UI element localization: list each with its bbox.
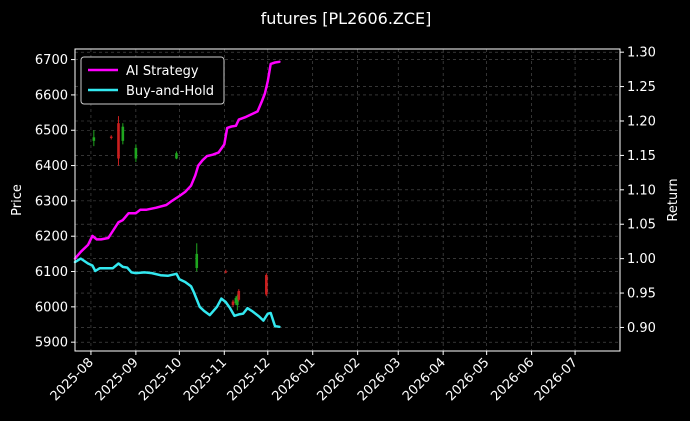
candle-up	[236, 294, 239, 311]
candle-up	[92, 130, 96, 147]
candle-up	[234, 296, 238, 306]
candle-body	[224, 271, 228, 273]
y-tick-label: 6200	[35, 230, 68, 245]
y-tick-label: 6100	[35, 265, 68, 280]
y2-tick-label: 1.20	[627, 114, 656, 129]
candle-down	[109, 135, 113, 140]
candle-body	[265, 275, 268, 295]
candle-down	[117, 116, 120, 166]
y2-tick-label: 1.10	[627, 183, 656, 198]
y-tick-label: 5900	[35, 336, 68, 351]
y-tick-label: 6400	[35, 159, 68, 174]
candle-up	[134, 144, 138, 163]
candle-body	[236, 296, 239, 306]
buy-and-hold-line	[73, 257, 281, 329]
candle-up	[195, 243, 199, 272]
candle-body	[109, 136, 113, 139]
legend-label-buy-and-hold: Buy-and-Hold	[126, 84, 214, 99]
y-tick-label: 6600	[35, 88, 68, 103]
candle-body	[234, 298, 238, 304]
candle-down	[265, 273, 268, 297]
y-tick-label: 6500	[35, 124, 68, 139]
y2-tick-label: 1.30	[627, 46, 656, 61]
plot-frame	[74, 48, 621, 352]
y2-tick-label: 0.90	[627, 321, 656, 336]
line-layer	[73, 60, 281, 329]
candle-down	[224, 269, 228, 274]
candle-up	[121, 123, 125, 145]
y-tick-label: 6000	[35, 300, 68, 315]
y2-axis-label: Return	[666, 178, 681, 221]
candle-body	[231, 301, 235, 306]
candle-layer	[92, 116, 268, 311]
y-tick-label: 6300	[35, 194, 68, 209]
y2-tick-label: 1.00	[627, 252, 656, 267]
candle-down	[237, 289, 241, 302]
candle-body	[134, 147, 138, 159]
candle-up	[175, 151, 178, 160]
candle-body	[117, 123, 120, 159]
y2-tick-label: 1.05	[627, 218, 656, 233]
candle-body	[121, 126, 125, 141]
ai-strategy-line	[73, 60, 281, 260]
candle-body	[237, 290, 241, 300]
candle-body	[92, 137, 96, 141]
candle-body	[175, 153, 178, 159]
y2-tick-label: 1.15	[627, 149, 656, 164]
candle-body	[195, 253, 199, 268]
y2-tick-label: 0.95	[627, 287, 656, 302]
candle-down	[231, 299, 235, 307]
y-axis-label: Price	[10, 184, 25, 216]
legend: AI Strategy Buy-and-Hold	[80, 56, 225, 105]
legend-label-ai-strategy: AI Strategy	[126, 64, 199, 79]
y-tick-label: 6700	[35, 53, 68, 68]
y2-tick-label: 1.25	[627, 80, 656, 95]
chart-title: futures [PL2606.ZCE]	[261, 9, 432, 28]
